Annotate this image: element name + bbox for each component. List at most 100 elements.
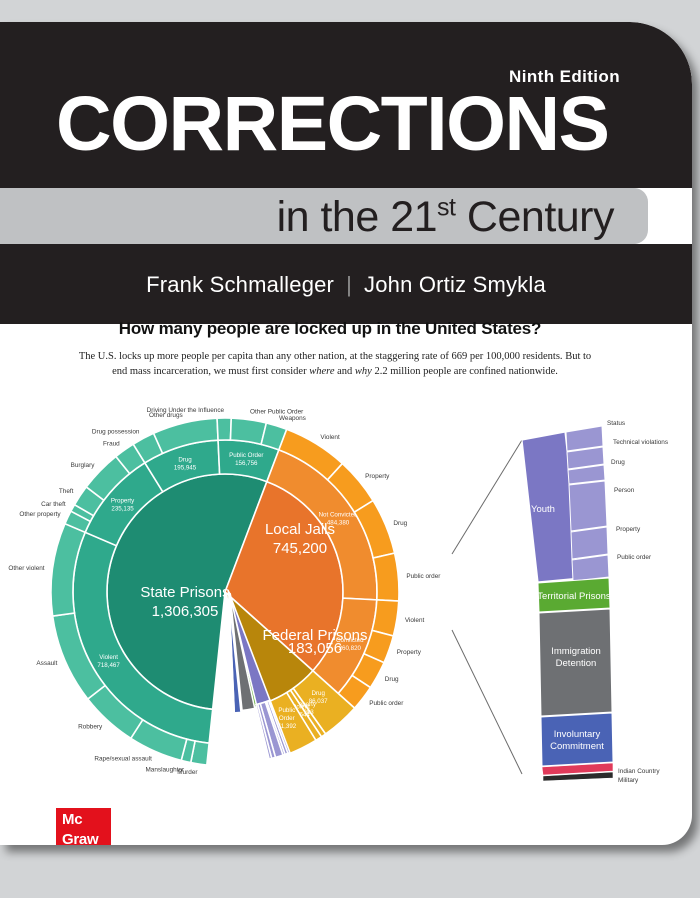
subtitle-line-2b: and	[334, 366, 355, 378]
chart-label: 156,756	[235, 460, 258, 467]
callout-label-technical: Technical violations	[613, 439, 668, 446]
edition-label: Ninth Edition	[509, 67, 620, 86]
subtitle-band	[0, 188, 648, 244]
callout-military-label: Military	[618, 777, 639, 784]
callout-involuntary-block	[540, 712, 614, 767]
callout-youth-publicorder	[571, 554, 610, 582]
subtitle-line-1: The U.S. locks up more people per capita…	[78, 351, 563, 362]
callout-indian-block	[541, 762, 614, 776]
title-band	[0, 22, 692, 188]
chart-label: Public Order	[229, 452, 263, 459]
chart-label: Other Public Order	[250, 409, 304, 416]
callout-involuntary-label-1: Involuntary	[554, 729, 601, 740]
subtitle-post: Century	[455, 193, 615, 241]
callout-youth-status	[565, 425, 604, 452]
chart-label: Order	[279, 715, 295, 722]
chart-label: 195,945	[174, 465, 197, 472]
chart-label: Car theft	[41, 501, 66, 508]
chart-label: Murder	[177, 769, 198, 776]
callout-territorial-block	[537, 577, 611, 613]
chart-label: Other property	[19, 511, 61, 518]
chart-label: Property	[111, 498, 135, 505]
chart-label: Local Jails	[265, 521, 335, 538]
chart-label: 86,037	[309, 698, 328, 705]
chart-label: Drug	[393, 520, 407, 527]
outer-state-other-public-order	[229, 417, 268, 446]
logo-line-1: Mc	[62, 811, 83, 828]
subtitle-line-2a: But to end mass incarceration, we must f…	[112, 351, 592, 378]
callout-youth-label: Youth	[531, 504, 555, 515]
callout-label-publicorder: Public order	[617, 554, 652, 561]
chart-label: Property	[365, 473, 390, 480]
chart-label: Violent	[291, 703, 310, 710]
outer-youth-5	[254, 703, 273, 761]
authors: Frank Schmalleger | John Ortiz Smykla	[0, 272, 692, 298]
pie-slice-military	[228, 596, 235, 716]
callout-label-property: Property	[616, 526, 641, 533]
subtitle: in the 21st Century	[276, 193, 615, 242]
emph-why: why	[354, 366, 372, 378]
callout-youth-technical	[566, 446, 605, 470]
callout-label-person: Person	[614, 487, 635, 494]
callout-youth-person	[568, 480, 608, 532]
author-two: John Ortiz Smykla	[364, 272, 546, 297]
chart-label: 71,392	[277, 723, 296, 730]
chart-label: 1,306,305	[152, 603, 219, 620]
emph-where: where	[309, 366, 335, 378]
subtitle-superscript: st	[437, 193, 456, 222]
callout-leader-bottom	[451, 629, 523, 775]
callout-immigration-label-1: Immigration	[551, 646, 601, 657]
callout-involuntary-label-2: Commitment	[550, 741, 604, 752]
chart-label: Driving Under the Influence	[147, 407, 225, 414]
callout-leader-top	[451, 439, 523, 555]
chart-label: Manslaughter	[145, 766, 185, 773]
chart-label: Property	[397, 649, 422, 656]
chart-label: Violent	[320, 434, 340, 441]
chart-label: 235,135	[111, 506, 134, 513]
chart-label: Violent	[405, 617, 425, 624]
outer-jail-violent	[371, 599, 400, 637]
callout-immigration-block	[538, 608, 613, 717]
outer-state-driving-under-the-influence	[216, 417, 233, 441]
book-cover: Ninth Edition CORRECTIONS in the 21st Ce…	[0, 22, 692, 845]
chart-label: Weapons	[279, 415, 306, 422]
chart-label: State Prisons	[140, 584, 229, 601]
callout-youth-drug	[567, 464, 606, 485]
chart-label: 745,200	[273, 540, 327, 557]
logo-line-2: Graw	[62, 831, 99, 845]
page-title: CORRECTIONS	[56, 81, 610, 167]
subtitle-line-2c: 2.2 million people are confined nationwi…	[371, 366, 558, 378]
chart-label: Federal Prisons	[262, 627, 367, 644]
chart-label: Public order	[369, 700, 404, 707]
chart-label: 260,820	[339, 645, 362, 652]
chart-label: Assault	[36, 660, 57, 667]
chart-label: Public order	[406, 573, 441, 580]
chart-label: Fraud	[103, 441, 120, 448]
author-one: Frank Schmalleger	[146, 272, 335, 297]
callout-indian-label: Indian Country	[618, 768, 660, 775]
chart-label: Convicted	[336, 637, 364, 644]
infographic-title: How many people are locked up in the Uni…	[118, 319, 542, 338]
subtitle-pre: in the 21	[276, 193, 438, 241]
chart-label: Public	[278, 707, 295, 714]
chart-label: Drug	[385, 676, 399, 683]
callout-youth-property	[570, 526, 609, 560]
outer-jail-public-order	[372, 552, 400, 602]
chart-label: Violent	[99, 654, 118, 661]
callout-military-block	[542, 771, 614, 782]
callout-label-drug: Drug	[611, 459, 625, 466]
chart-label: Drug possession	[92, 428, 140, 435]
callout-immigration-label-2: Detention	[556, 658, 597, 669]
chart-label: Property	[293, 701, 317, 708]
chart-label: Drug	[178, 457, 192, 464]
chart-label: Burglary	[71, 462, 96, 469]
pie-slice-immigration-detention	[229, 592, 256, 712]
publisher-logo: Mc Graw Hill	[56, 808, 111, 845]
chart-label: Drug	[311, 690, 325, 697]
chart-label: 484,380	[327, 520, 350, 527]
chart-label: Other violent	[8, 565, 44, 572]
callout-panel: Youth Territorial Prisons Immigration De…	[521, 420, 668, 784]
chart-label: Robbery	[78, 723, 103, 730]
sunburst-chart: Violent 718,467 Property 235,135 Drug 195,945…	[0, 392, 692, 792]
chart-label: 718,467	[97, 662, 120, 669]
